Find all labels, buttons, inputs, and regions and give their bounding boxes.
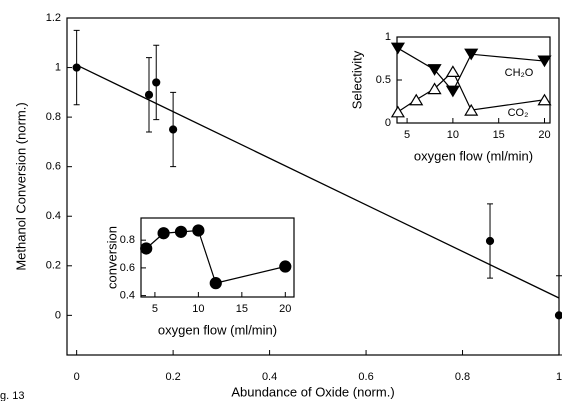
y-tick-label: 0: [385, 117, 391, 129]
data-point: [157, 227, 170, 240]
fit-line: [76, 64, 560, 299]
data-point: [537, 93, 552, 106]
data-point: [409, 93, 424, 106]
y-tick-label: 0.6: [120, 262, 135, 274]
data-point: [464, 103, 479, 116]
data-point: [445, 65, 460, 78]
data-point: [390, 105, 405, 118]
data-point: [554, 311, 562, 320]
series-label: CH₂O: [505, 67, 534, 79]
data-point: [144, 90, 154, 99]
x-tick-label: 15: [236, 303, 248, 315]
y-axis-label: Methanol Conversion (norm.): [13, 102, 28, 270]
x-tick-label: 0.2: [165, 371, 180, 383]
data-point: [72, 63, 81, 72]
data-point: [169, 125, 178, 134]
data-point: [209, 277, 222, 290]
x-axis-label: oxygen flow (ml/min): [158, 322, 277, 337]
data-point: [152, 78, 161, 87]
x-tick-label: 5: [404, 129, 410, 141]
data-point: [445, 85, 460, 98]
y-tick-label: 0.8: [46, 111, 61, 123]
series-label: CO₂: [508, 107, 529, 119]
y-axis-label: conversion: [104, 226, 119, 289]
y-tick-label: 0.5: [376, 74, 391, 86]
y-tick-label: 0: [55, 309, 61, 321]
x-tick-label: 0: [74, 371, 80, 383]
data-point: [485, 236, 495, 246]
data-point: [427, 64, 442, 76]
y-tick-label: 0.6: [46, 161, 61, 173]
y-tick-label: 0.2: [46, 260, 61, 272]
x-tick-label: 10: [192, 303, 204, 315]
x-tick-label: 15: [493, 129, 505, 141]
y-tick-label: 0.8: [120, 234, 135, 246]
figure-label: g. 13: [0, 390, 24, 401]
x-tick-label: 0.6: [358, 371, 373, 383]
x-tick-label: 5: [152, 303, 158, 315]
x-axis-label: Abundance of Oxide (norm.): [231, 384, 394, 399]
y-tick-label: 1: [385, 31, 391, 43]
x-tick-label: 1: [556, 371, 562, 383]
data-point: [174, 225, 188, 238]
x-tick-label: 0.8: [455, 371, 470, 383]
x-tick-label: 20: [279, 303, 291, 315]
data-point: [140, 242, 153, 255]
data-point: [537, 55, 552, 68]
y-tick-label: 0.4: [46, 210, 61, 222]
data-point: [279, 260, 292, 273]
x-tick-label: 0.4: [262, 371, 277, 383]
x-tick-label: 20: [538, 129, 550, 141]
y-tick-label: 1.2: [46, 12, 61, 24]
x-axis-label: oxygen flow (ml/min): [414, 148, 533, 163]
y-tick-label: 1: [55, 61, 61, 73]
data-point: [390, 42, 405, 55]
y-axis-label: Selectivity: [349, 50, 364, 109]
x-tick-label: 10: [447, 129, 459, 141]
data-point: [464, 48, 479, 61]
y-tick-label: 0.4: [120, 290, 135, 302]
data-point: [427, 82, 442, 95]
data-point: [192, 224, 205, 237]
